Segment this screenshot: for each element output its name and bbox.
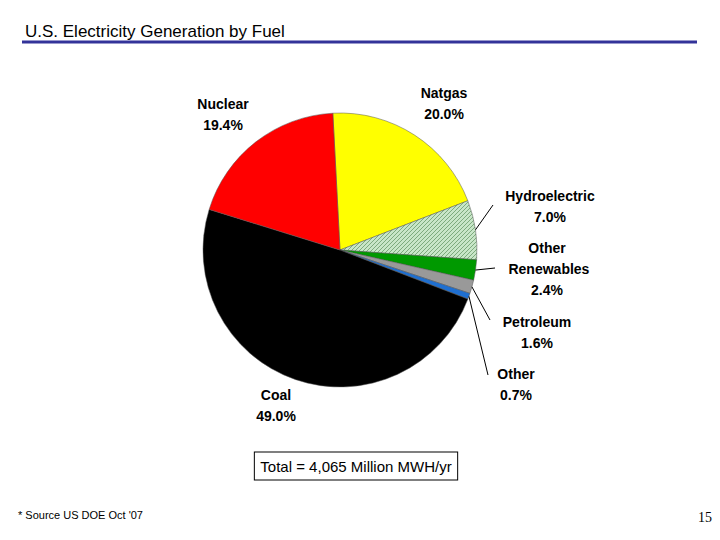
title: U.S. Electricity Generation by Fuel [25,22,285,41]
slice-label: Natgas [421,85,468,101]
total-note: Total = 4,065 Million MWH/yr [260,458,451,475]
pie-slice [340,201,477,260]
slice-label: Hydroelectric [505,188,595,204]
leader-line [476,268,495,270]
slice-label: Nuclear [197,96,249,112]
slice-value-label: 20.0% [424,106,464,122]
leader-line [469,296,488,375]
slice-value-label: 2.4% [531,282,563,298]
slice-label: Other [497,366,535,382]
slice-value-label: 49.0% [256,408,296,424]
slice-value-label: 1.6% [521,335,553,351]
slice-label: Coal [261,387,291,403]
leader-line [472,287,490,320]
title-rule [22,41,697,44]
pie-slice [209,113,340,250]
source-note: * Source US DOE Oct '07 [18,509,143,521]
slice-value-label: 19.4% [203,117,243,133]
page-number: 15 [698,510,712,525]
total-box [254,452,457,480]
slice-label: Other Renewables [505,240,590,277]
leader-line [476,205,493,230]
slice-label: Petroleum [503,314,571,330]
pie [203,113,477,387]
chart: U.S. Electricity Generation by Fuel Natga… [0,0,720,540]
slice-value-label: 0.7% [500,387,532,403]
slice-value-label: 7.0% [534,209,566,225]
